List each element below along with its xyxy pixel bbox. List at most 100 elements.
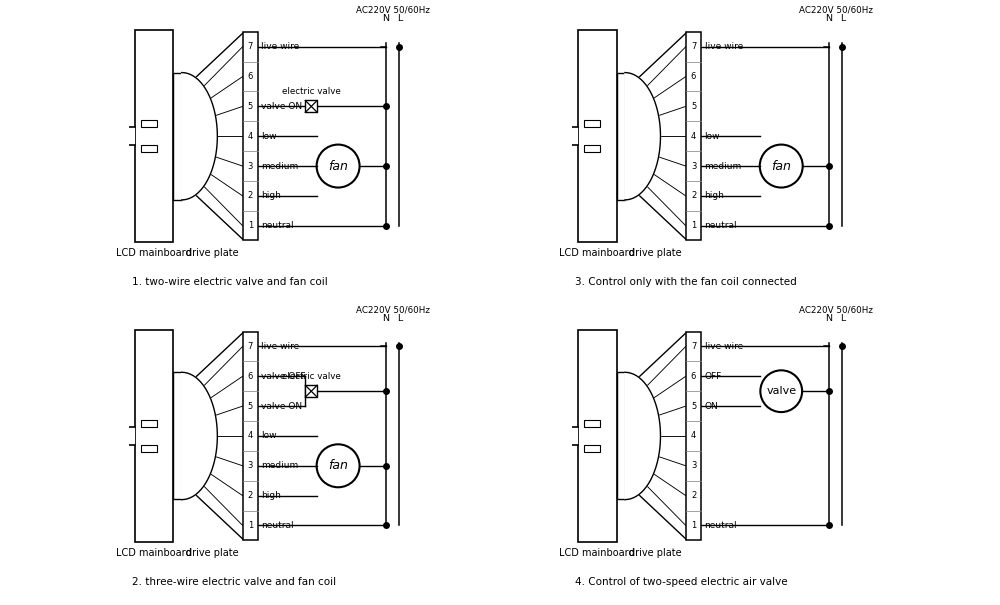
Bar bbox=[141, 145, 157, 152]
Text: N: N bbox=[825, 314, 832, 323]
Text: live wire: live wire bbox=[261, 342, 300, 351]
Text: 4: 4 bbox=[691, 431, 696, 440]
Text: 2: 2 bbox=[691, 491, 696, 500]
Text: medium: medium bbox=[705, 162, 742, 171]
Text: AC220V 50/60Hz: AC220V 50/60Hz bbox=[356, 306, 430, 314]
Text: low: low bbox=[705, 132, 720, 141]
Text: high: high bbox=[261, 491, 281, 500]
Text: 7: 7 bbox=[248, 42, 253, 51]
Bar bbox=[305, 100, 317, 113]
Text: LCD mainboard: LCD mainboard bbox=[116, 249, 192, 258]
Text: 5: 5 bbox=[691, 402, 696, 411]
Text: 6: 6 bbox=[248, 72, 253, 81]
Text: 1: 1 bbox=[691, 521, 696, 530]
Text: 4: 4 bbox=[248, 431, 253, 440]
Bar bbox=[127, 127, 135, 145]
Bar bbox=[570, 127, 578, 145]
Bar bbox=[617, 73, 625, 200]
Bar bbox=[173, 73, 182, 200]
Text: N: N bbox=[382, 314, 389, 323]
Text: fan: fan bbox=[771, 160, 791, 172]
Text: 3. Control only with the fan coil connected: 3. Control only with the fan coil connec… bbox=[575, 278, 797, 287]
Bar bbox=[135, 330, 173, 542]
Text: OFF: OFF bbox=[705, 372, 722, 381]
Text: electric valve: electric valve bbox=[282, 372, 341, 381]
Text: 5: 5 bbox=[691, 102, 696, 111]
Text: valve ON: valve ON bbox=[261, 402, 303, 411]
Bar bbox=[141, 120, 157, 127]
Text: 1: 1 bbox=[248, 521, 253, 530]
Text: 1. two-wire electric valve and fan coil: 1. two-wire electric valve and fan coil bbox=[132, 278, 328, 287]
Text: 3: 3 bbox=[691, 162, 696, 171]
Text: medium: medium bbox=[261, 461, 299, 470]
Text: 7: 7 bbox=[691, 342, 696, 351]
Text: live wire: live wire bbox=[705, 342, 743, 351]
Text: neutral: neutral bbox=[261, 221, 294, 231]
Bar bbox=[578, 330, 617, 542]
Text: drive plate: drive plate bbox=[629, 548, 682, 558]
Text: drive plate: drive plate bbox=[629, 249, 682, 258]
Bar bbox=[243, 33, 258, 240]
Text: 1: 1 bbox=[248, 221, 253, 231]
Bar bbox=[135, 30, 173, 242]
Polygon shape bbox=[625, 372, 660, 500]
Text: LCD mainboard: LCD mainboard bbox=[116, 548, 192, 558]
Bar bbox=[141, 445, 157, 452]
Bar bbox=[243, 332, 258, 540]
Bar bbox=[584, 145, 600, 152]
Text: drive plate: drive plate bbox=[186, 548, 239, 558]
Text: neutral: neutral bbox=[705, 221, 737, 231]
Text: L: L bbox=[397, 314, 402, 323]
Polygon shape bbox=[625, 73, 660, 200]
Polygon shape bbox=[182, 73, 217, 200]
Text: 2: 2 bbox=[248, 191, 253, 200]
Text: N: N bbox=[825, 15, 832, 24]
Bar bbox=[570, 427, 578, 445]
Bar bbox=[686, 332, 701, 540]
Polygon shape bbox=[182, 372, 217, 500]
Text: low: low bbox=[261, 431, 277, 440]
Text: low: low bbox=[261, 132, 277, 141]
Text: medium: medium bbox=[261, 162, 299, 171]
Text: 6: 6 bbox=[691, 372, 696, 381]
Text: AC220V 50/60Hz: AC220V 50/60Hz bbox=[356, 5, 430, 15]
Text: valve OFF: valve OFF bbox=[261, 372, 306, 381]
Text: 6: 6 bbox=[248, 372, 253, 381]
Text: valve: valve bbox=[766, 386, 796, 396]
Text: 4. Control of two-speed electric air valve: 4. Control of two-speed electric air val… bbox=[575, 577, 788, 587]
Text: live wire: live wire bbox=[261, 42, 300, 51]
Text: 5: 5 bbox=[248, 402, 253, 411]
Text: 7: 7 bbox=[691, 42, 696, 51]
Text: LCD mainboard: LCD mainboard bbox=[559, 249, 635, 258]
Text: fan: fan bbox=[328, 160, 348, 172]
Text: 2: 2 bbox=[248, 491, 253, 500]
Bar bbox=[584, 420, 600, 427]
Text: N: N bbox=[382, 15, 389, 24]
Bar bbox=[127, 427, 135, 445]
Text: 4: 4 bbox=[248, 132, 253, 141]
Text: AC220V 50/60Hz: AC220V 50/60Hz bbox=[799, 5, 873, 15]
Bar bbox=[173, 373, 182, 500]
Text: L: L bbox=[840, 314, 845, 323]
Text: live wire: live wire bbox=[705, 42, 743, 51]
Text: LCD mainboard: LCD mainboard bbox=[559, 548, 635, 558]
Bar bbox=[617, 373, 625, 500]
Text: 5: 5 bbox=[248, 102, 253, 111]
Text: high: high bbox=[261, 191, 281, 200]
Text: 4: 4 bbox=[691, 132, 696, 141]
Bar bbox=[584, 445, 600, 452]
Bar bbox=[305, 385, 317, 397]
Bar bbox=[578, 30, 617, 242]
Text: high: high bbox=[705, 191, 724, 200]
Text: drive plate: drive plate bbox=[186, 249, 239, 258]
Text: neutral: neutral bbox=[261, 521, 294, 530]
Text: 7: 7 bbox=[248, 342, 253, 351]
Text: neutral: neutral bbox=[705, 521, 737, 530]
Text: 3: 3 bbox=[248, 461, 253, 470]
Bar bbox=[686, 33, 701, 240]
Bar bbox=[141, 420, 157, 427]
Text: fan: fan bbox=[328, 459, 348, 473]
Bar bbox=[584, 120, 600, 127]
Text: 1: 1 bbox=[691, 221, 696, 231]
Text: electric valve: electric valve bbox=[282, 87, 341, 96]
